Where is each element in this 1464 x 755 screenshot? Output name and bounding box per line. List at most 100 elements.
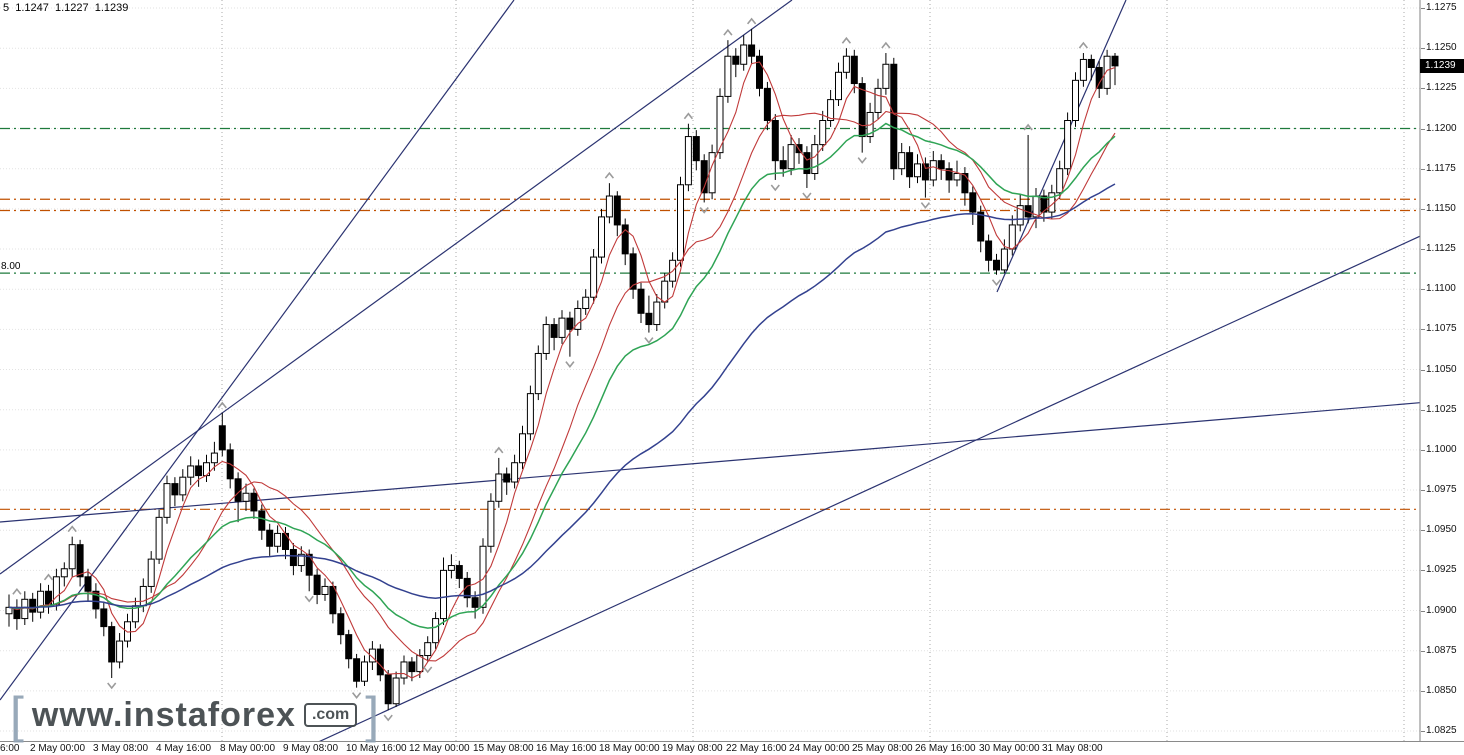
price-axis-label: 1.1200 bbox=[1426, 122, 1457, 134]
candle bbox=[771, 120, 779, 162]
candle bbox=[534, 352, 542, 395]
candle bbox=[313, 574, 321, 595]
time-axis-label: 4 May 16:00 bbox=[156, 743, 212, 754]
candle bbox=[598, 216, 605, 258]
current-price-badge: 1.1239 bbox=[1420, 58, 1464, 73]
candle bbox=[1072, 79, 1079, 122]
candle bbox=[68, 544, 76, 570]
candle bbox=[45, 590, 52, 605]
candle bbox=[92, 590, 100, 610]
candle bbox=[613, 195, 621, 226]
price-axis-label: 1.1100 bbox=[1426, 283, 1456, 295]
candle bbox=[898, 152, 906, 170]
candle bbox=[574, 307, 582, 330]
fractal-down-icon bbox=[920, 202, 931, 209]
candle bbox=[163, 483, 171, 518]
price-axis-label: 1.1225 bbox=[1426, 82, 1457, 94]
fractal-up-icon bbox=[1023, 123, 1033, 131]
candle bbox=[937, 160, 945, 170]
price-axis[interactable]: 1.1275 1.1250 1.1225 1.1200 1.1175 1.1150 1.11… bbox=[1421, 0, 1464, 741]
trendline bbox=[0, 402, 1420, 523]
fractal-up-icon bbox=[67, 525, 77, 533]
candle bbox=[384, 674, 392, 705]
candle bbox=[29, 598, 37, 613]
time-axis[interactable]: 6:00 2 May 00:00 3 May 08:00 4 May 16:00 8 M… bbox=[0, 741, 1464, 755]
fractal-down-icon bbox=[770, 184, 780, 192]
time-axis-label: 22 May 16:00 bbox=[726, 743, 787, 754]
price-axis-label: 1.0950 bbox=[1426, 524, 1457, 536]
ma-line-13 bbox=[8, 110, 1116, 662]
candle bbox=[408, 661, 416, 673]
price-axis-tick bbox=[1421, 8, 1425, 10]
candle bbox=[756, 55, 763, 89]
watermark-text: www.instaforex bbox=[31, 695, 296, 734]
candle bbox=[368, 648, 376, 663]
price-axis-tick bbox=[1421, 168, 1425, 170]
fractal-up-icon bbox=[841, 36, 852, 44]
price-axis-tick bbox=[1421, 289, 1425, 291]
price-axis-label: 1.1025 bbox=[1426, 403, 1457, 415]
candle bbox=[250, 492, 258, 512]
current-price-value: 1.1239 bbox=[1425, 59, 1456, 71]
candle bbox=[566, 317, 574, 330]
instaforex-watermark: [ www.instaforex .com ] bbox=[10, 690, 379, 740]
price-axis-tick bbox=[1421, 570, 1425, 572]
moving-average-lines bbox=[8, 61, 1116, 679]
price-axis-tick bbox=[1421, 249, 1425, 251]
candle bbox=[684, 136, 692, 186]
time-axis-label: 15 May 08:00 bbox=[473, 743, 534, 754]
candle bbox=[487, 500, 495, 547]
candle bbox=[629, 253, 637, 290]
candle bbox=[297, 553, 305, 567]
price-axis-label: 1.0925 bbox=[1426, 564, 1457, 576]
candle bbox=[645, 312, 653, 326]
candle bbox=[961, 173, 969, 194]
price-axis-label: 1.1250 bbox=[1426, 42, 1457, 54]
candle bbox=[495, 473, 503, 502]
price-axis-tick bbox=[1421, 88, 1425, 90]
candle bbox=[985, 240, 993, 261]
candle bbox=[1103, 55, 1111, 89]
candle bbox=[210, 452, 218, 464]
fractal-up-icon bbox=[604, 171, 615, 179]
candle bbox=[321, 585, 329, 595]
candle bbox=[550, 324, 558, 338]
time-axis-label: 30 May 00:00 bbox=[979, 743, 1040, 754]
time-axis-label: 18 May 00:00 bbox=[599, 743, 660, 754]
candle bbox=[60, 568, 68, 578]
price-axis-tick bbox=[1421, 731, 1425, 733]
candle bbox=[479, 545, 487, 608]
ma-line-21 bbox=[8, 122, 1116, 629]
candle bbox=[503, 473, 511, 483]
price-axis-label: 1.0850 bbox=[1426, 684, 1457, 696]
candle bbox=[187, 465, 195, 478]
fractal-down-icon bbox=[644, 337, 654, 344]
candle bbox=[1111, 55, 1119, 67]
price-axis-label: 1.1125 bbox=[1426, 243, 1456, 255]
time-axis-label: 12 May 00:00 bbox=[409, 743, 470, 754]
candle bbox=[1064, 120, 1072, 170]
candle bbox=[724, 55, 732, 97]
candle bbox=[835, 71, 842, 101]
candle bbox=[590, 256, 598, 298]
candle bbox=[637, 288, 645, 314]
price-axis-tick bbox=[1421, 208, 1425, 210]
time-axis-label: 6:00 bbox=[0, 743, 20, 754]
price-axis-label: 1.1275 bbox=[1426, 2, 1457, 14]
time-axis-label: 26 May 16:00 bbox=[915, 743, 976, 754]
candle bbox=[1000, 248, 1008, 271]
ma-line-55 bbox=[8, 183, 1116, 609]
price-axis-label: 1.1050 bbox=[1426, 363, 1457, 375]
candle bbox=[218, 425, 226, 451]
candle bbox=[811, 144, 819, 175]
time-axis-label: 2 May 00:00 bbox=[30, 743, 86, 754]
candle bbox=[108, 626, 116, 663]
ma-line-5 bbox=[8, 61, 1116, 679]
candle bbox=[661, 280, 669, 303]
fractal-up-icon bbox=[683, 112, 694, 120]
price-axis-tick bbox=[1421, 329, 1425, 331]
